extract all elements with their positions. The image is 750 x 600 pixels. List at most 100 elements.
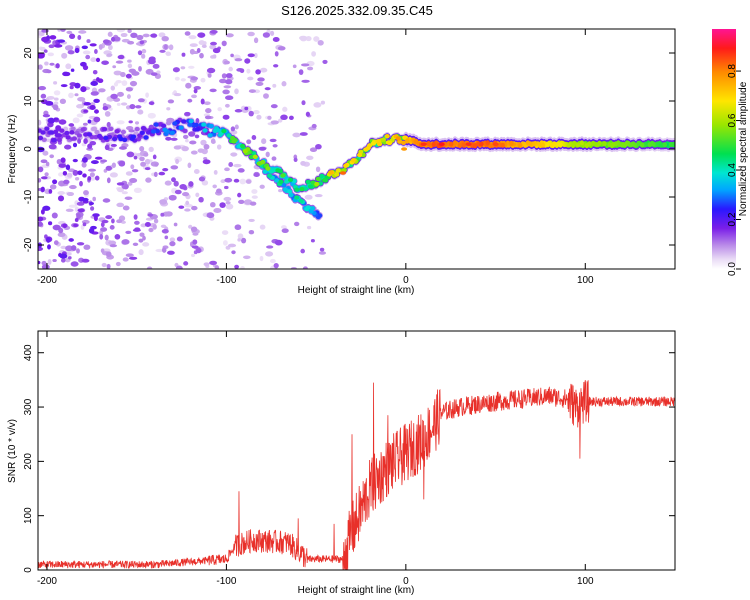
spectrogram-cell [208,123,214,129]
spectrogram-cell [118,160,126,167]
spectrogram-cell [47,52,54,57]
spectrogram-cell [129,80,138,87]
spectrogram-cell [38,53,45,59]
spectrogram-cell [244,106,249,111]
spectrogram-cell [579,140,585,146]
spectrogram-cell [80,86,87,93]
spectrogram-cell [314,181,320,187]
spectrogram-cell [101,60,109,65]
spectrogram-cell [38,135,44,141]
spectrogram-cell [44,172,49,177]
spectrogram-cell [223,60,230,65]
spectrogram-cell [172,67,180,73]
spectrogram-cell [222,89,230,95]
spectrogram-cell [105,165,113,171]
spectrogram-cell [90,225,97,230]
spectrogram-cell [277,46,286,51]
spectrogram-cell [168,194,177,201]
spectrogram-cell [255,81,264,86]
spectrogram-cell [96,133,103,139]
spectrogram-cell [257,77,265,82]
spectrogram-cell [110,36,116,42]
colorbar-tick-label: 0.4 [727,163,738,177]
spectrogram-cell [270,30,275,36]
spectrogram-cell [194,134,200,139]
spectrogram-cell [140,161,147,167]
spectrogram-cell [108,44,113,51]
spectrogram-y-ticks: -20 -10 0 10 20 [23,47,675,252]
spectrogram-cell [214,265,220,269]
spectrogram-cell [134,121,140,125]
spectrogram-cell [173,222,178,227]
spectrogram-cell [168,44,174,51]
spectrogram-cell [405,138,410,144]
spectrogram-cell [83,109,88,113]
spectrogram-cell [72,142,78,148]
spectrogram-cell [219,202,226,208]
spectrogram-cell [287,177,294,182]
spectrogram-cell [119,146,127,150]
spectrogram-cell [85,54,91,60]
spectrogram-cell [116,29,126,33]
spectrogram-cell [203,144,210,150]
spectrogram-cell [518,142,523,148]
spectrogram-cell [141,53,146,59]
spectrogram-cell [68,123,75,127]
spectrogram-cell [112,65,117,69]
spectrogram-cell [76,104,84,109]
spectrogram-cell [123,184,129,190]
snr-y-tick-label: 100 [23,507,34,524]
spectrogram-cell [182,134,189,139]
spectrogram-cell [57,39,66,43]
spectrogram-cell [81,162,87,168]
spectrogram-cell [190,76,199,81]
spectrogram-cell [38,166,44,173]
spectrogram-cell [205,108,212,114]
spectrogram-cell [209,88,217,93]
spectrogram-cell [104,144,110,151]
spectrogram-cell [253,37,259,44]
spectrogram-cell [248,229,255,235]
spectrogram-cell [216,144,222,150]
spectrogram-cell [259,184,265,189]
spectrogram-cell [94,156,103,160]
spectrogram-cell [188,181,194,187]
spectrogram-cell [130,134,137,139]
spectrogram-cell [309,206,316,211]
spectrogram-cell [313,36,320,42]
spectrogram-cell [269,138,277,143]
spectrogram-cell [314,194,323,198]
spectrogram-cell [277,118,283,123]
spectrogram-cell [302,266,308,269]
spectrogram-cell [110,143,117,147]
spectrogram-cell [79,180,83,187]
spectrogram-cell [129,178,138,183]
spectrogram-cell [57,191,65,195]
spectrogram-cell [65,208,74,212]
spectrogram-cell [38,246,44,251]
spectrogram-cell [126,151,135,158]
snr-x-ticks: -200 -100 0 100 [37,331,594,587]
spectrogram-cell [438,142,445,146]
spectrogram-cell [52,224,61,231]
spectrogram-cell [142,235,146,241]
spectrogram-cell [540,142,546,148]
spectrogram-cell [201,180,209,186]
spectrogram-cell [82,173,87,178]
spectrogram-cell [159,199,168,205]
spectrogram-cell [63,71,71,77]
spectrogram-cell [400,140,407,145]
spectrogram-cell [209,29,218,34]
spectrogram-cell [68,92,74,99]
spectrogram-cell [230,53,234,58]
spectrogram-cell [83,190,89,196]
spectrogram-cell [300,248,305,254]
spectrogram-cell [245,179,252,184]
spectrogram-cell [658,142,664,148]
spectrogram-cell [128,129,135,133]
spectrogram-cell [61,52,68,59]
spectrogram-cell [173,93,182,97]
spectrogram-cell [187,162,192,169]
spectrogram-cell [70,245,77,251]
spectrogram-cell [131,71,140,76]
